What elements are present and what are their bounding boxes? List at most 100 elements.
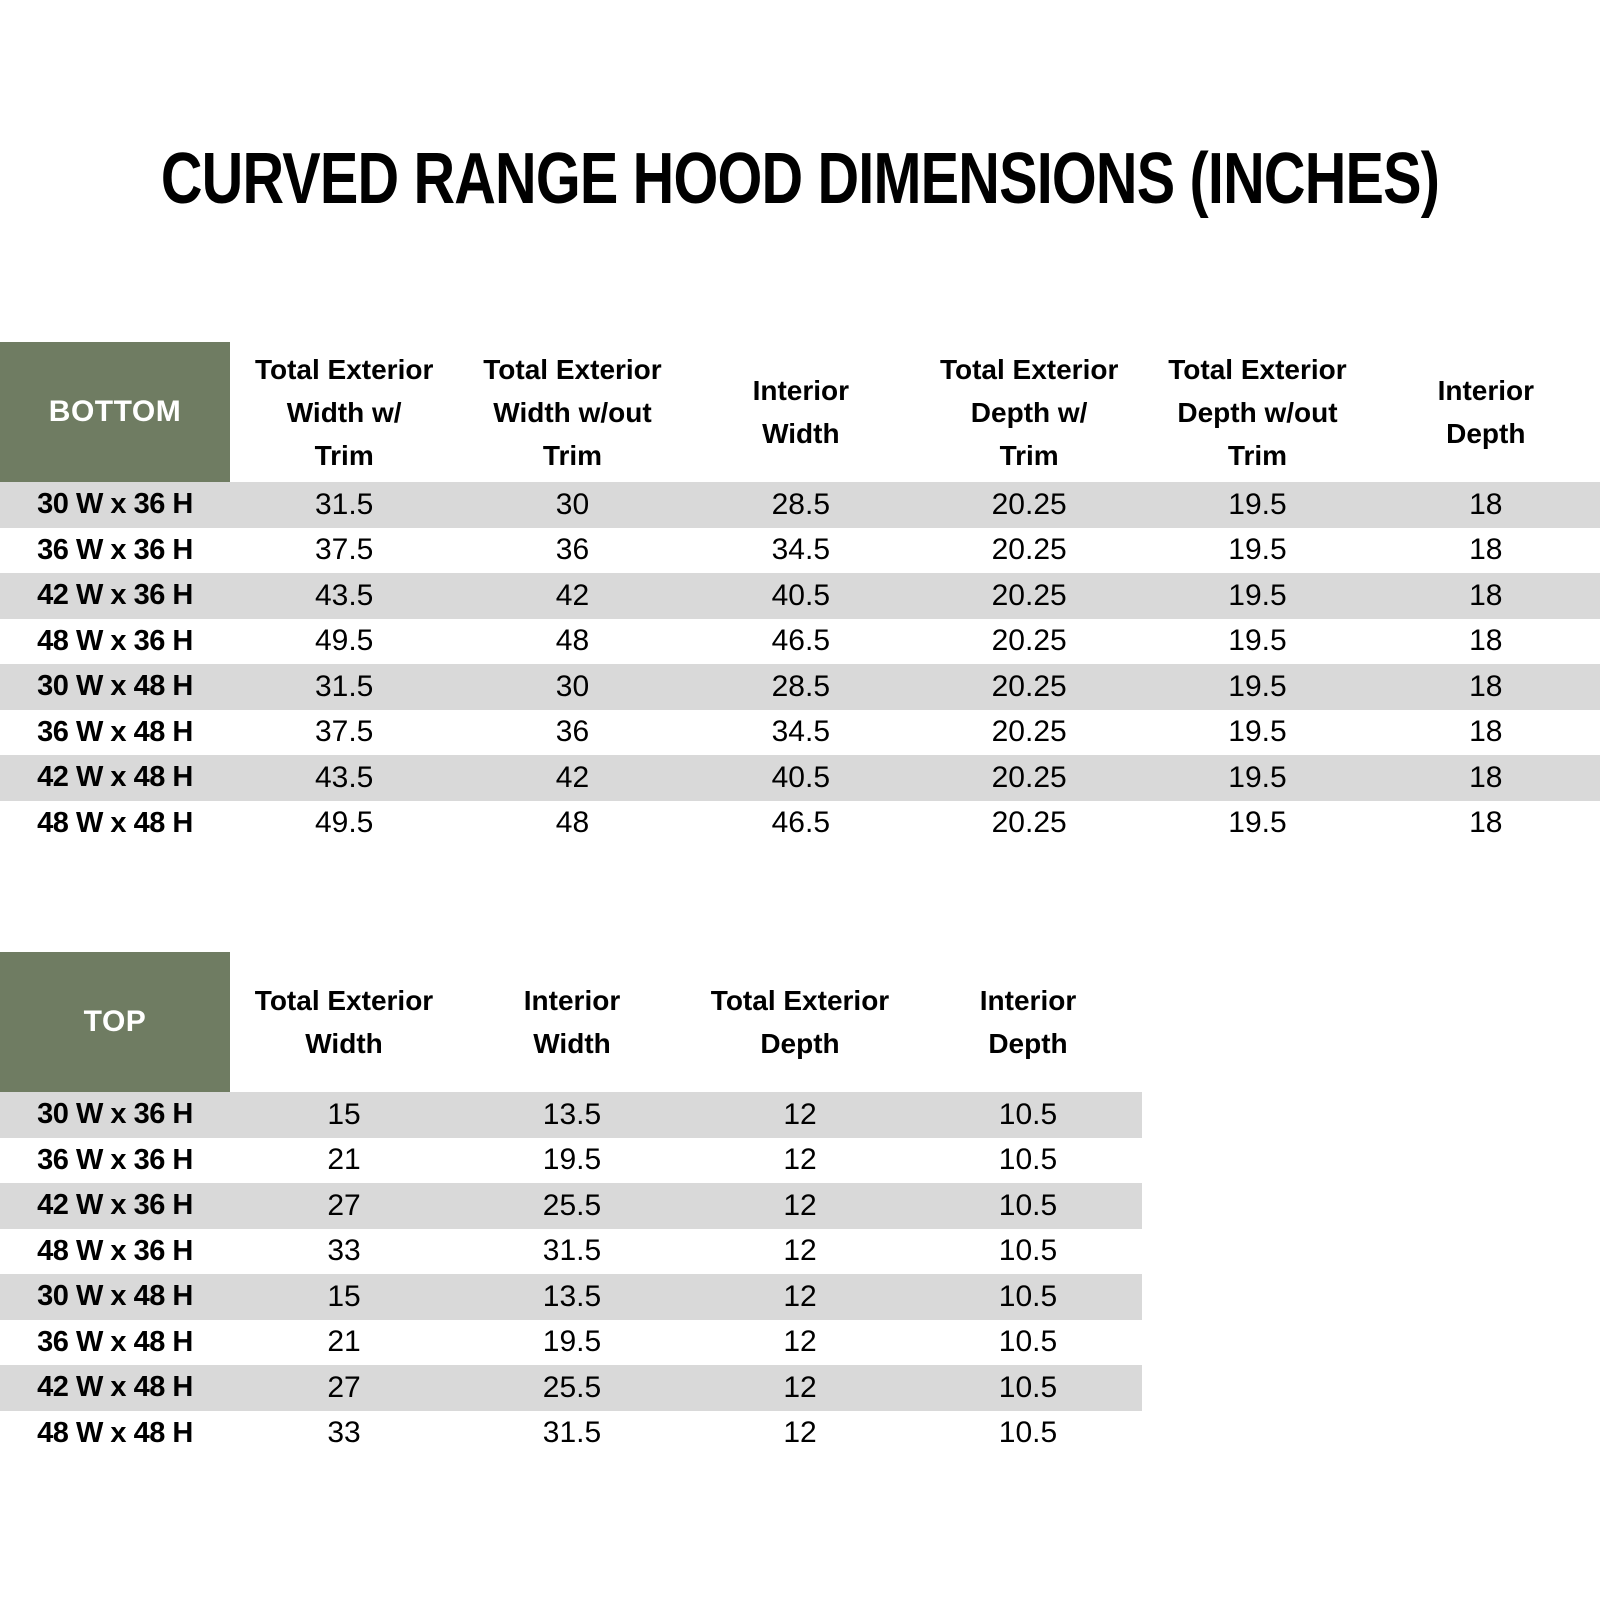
row-cells: 27 25.5 12 10.5 — [230, 1189, 1142, 1223]
cell-value: 33 — [327, 1234, 361, 1268]
cell-value: 13.5 — [542, 1279, 602, 1313]
row-label: 36 W x 48 H — [37, 715, 193, 748]
cell-value: 33 — [327, 1416, 361, 1450]
column-header: Interior Width — [523, 985, 621, 1059]
cell-value: 31.5 — [542, 1416, 602, 1450]
cell-value: 12 — [783, 1188, 817, 1222]
row-label: 42 W x 48 H — [37, 1371, 193, 1404]
table-row: 48 W x 48 H 33 31.5 12 10.5 — [0, 1410, 1142, 1456]
cell-value: 34.5 — [771, 715, 831, 749]
cell-value: 12 — [783, 1279, 817, 1313]
row-label: 30 W x 36 H — [37, 488, 193, 521]
cell-value: 19.5 — [1228, 760, 1287, 794]
cell-value: 43.5 — [314, 578, 374, 612]
row-cells: 37.5 36 34.5 20.25 19.5 18 — [230, 533, 1600, 567]
cell-value: 31.5 — [542, 1234, 602, 1268]
table-row: 42 W x 36 H 27 25.5 12 10.5 — [0, 1183, 1142, 1229]
row-cells: 43.5 42 40.5 20.25 19.5 18 — [230, 579, 1600, 613]
cell-value: 12 — [783, 1143, 817, 1177]
cell-value: 15 — [327, 1097, 361, 1131]
cell-value: 46.5 — [771, 806, 831, 840]
column-header: Total Exterior Width w/ Trim — [254, 353, 434, 471]
column-header: Interior Width — [752, 375, 850, 449]
row-label: 48 W x 36 H — [37, 624, 193, 657]
cell-value: 12 — [783, 1097, 817, 1131]
row-label: 42 W x 48 H — [37, 761, 193, 794]
cell-value: 10.5 — [998, 1234, 1058, 1268]
column-header: Total Exterior Width w/out Trim — [483, 353, 662, 471]
cell-value: 20.25 — [991, 624, 1067, 658]
cell-value: 21 — [327, 1325, 361, 1359]
cell-value: 20.25 — [991, 487, 1067, 521]
cell-value: 20.25 — [991, 578, 1067, 612]
cell-value: 10.5 — [998, 1143, 1058, 1177]
row-cells: 37.5 36 34.5 20.25 19.5 18 — [230, 715, 1600, 749]
cell-value: 12 — [783, 1234, 817, 1268]
cell-value: 10.5 — [998, 1325, 1058, 1359]
cell-value: 27 — [327, 1370, 361, 1404]
row-cells: 31.5 30 28.5 20.25 19.5 18 — [230, 670, 1600, 704]
bottom-table-rows: 30 W x 36 H 31.5 30 28.5 20.25 19.5 18 36 W x… — [0, 482, 1600, 846]
cell-value: 25.5 — [542, 1370, 602, 1404]
table-row: 30 W x 36 H 31.5 30 28.5 20.25 19.5 18 — [0, 482, 1600, 528]
row-cells: 33 31.5 12 10.5 — [230, 1234, 1142, 1268]
cell-value: 30 — [555, 669, 590, 703]
top-table-column-headers: Total Exterior Width Interior Width Total … — [230, 952, 1142, 1092]
cell-value: 18 — [1469, 624, 1503, 658]
top-table-rows: 30 W x 36 H 15 13.5 12 10.5 36 W x 36 H 21 1… — [0, 1092, 1142, 1456]
cell-value: 20.25 — [991, 533, 1067, 567]
cell-value: 18 — [1469, 578, 1503, 612]
cell-value: 48 — [555, 806, 590, 840]
cell-value: 37.5 — [314, 715, 374, 749]
cell-value: 12 — [783, 1325, 817, 1359]
top-table-header-row: TOP Total Exterior Width Interior Width To… — [0, 952, 1142, 1092]
cell-value: 18 — [1469, 669, 1503, 703]
table-row: 36 W x 48 H 21 19.5 12 10.5 — [0, 1319, 1142, 1365]
row-label: 42 W x 36 H — [37, 1189, 193, 1222]
bottom-table-column-headers: Total Exterior Width w/ Trim Total Exteri… — [230, 342, 1600, 482]
row-label: 36 W x 48 H — [37, 1325, 193, 1358]
cell-value: 19.5 — [542, 1143, 602, 1177]
cell-value: 12 — [783, 1370, 817, 1404]
row-label: 48 W x 48 H — [37, 1416, 193, 1449]
cell-value: 30 — [555, 487, 590, 521]
cell-value: 19.5 — [542, 1325, 602, 1359]
row-label: 30 W x 48 H — [37, 1280, 193, 1313]
column-header: Interior Depth — [1437, 375, 1535, 449]
cell-value: 42 — [555, 760, 590, 794]
row-cells: 21 19.5 12 10.5 — [230, 1325, 1142, 1359]
cell-value: 36 — [555, 715, 590, 749]
row-cells: 15 13.5 12 10.5 — [230, 1098, 1142, 1132]
column-header: Interior Depth — [979, 985, 1077, 1059]
cell-value: 13.5 — [542, 1097, 602, 1131]
cell-value: 18 — [1469, 760, 1503, 794]
cell-value: 19.5 — [1228, 715, 1287, 749]
cell-value: 18 — [1469, 487, 1503, 521]
row-label: 48 W x 48 H — [37, 806, 193, 839]
row-label: 30 W x 48 H — [37, 670, 193, 703]
cell-value: 18 — [1469, 533, 1503, 567]
row-cells: 15 13.5 12 10.5 — [230, 1280, 1142, 1314]
cell-value: 10.5 — [998, 1370, 1058, 1404]
cell-value: 10.5 — [998, 1416, 1058, 1450]
bottom-dimensions-table: BOTTOM Total Exterior Width w/ Trim Total… — [0, 342, 1600, 846]
column-header: Total Exterior Depth w/ Trim — [939, 353, 1119, 471]
cell-value: 10.5 — [998, 1097, 1058, 1131]
cell-value: 19.5 — [1228, 624, 1287, 658]
row-label: 36 W x 36 H — [37, 1143, 193, 1176]
cell-value: 20.25 — [991, 806, 1067, 840]
cell-value: 31.5 — [314, 487, 374, 521]
cell-value: 18 — [1469, 715, 1503, 749]
top-table-corner-label: TOP — [0, 952, 230, 1092]
cell-value: 40.5 — [771, 760, 831, 794]
cell-value: 10.5 — [998, 1188, 1058, 1222]
cell-value: 19.5 — [1228, 578, 1287, 612]
table-row: 42 W x 48 H 27 25.5 12 10.5 — [0, 1365, 1142, 1411]
row-cells: 27 25.5 12 10.5 — [230, 1371, 1142, 1405]
row-label: 36 W x 36 H — [37, 533, 193, 566]
cell-value: 49.5 — [314, 806, 374, 840]
table-row: 48 W x 48 H 49.5 48 46.5 20.25 19.5 18 — [0, 800, 1600, 846]
cell-value: 15 — [327, 1279, 361, 1313]
cell-value: 42 — [555, 578, 590, 612]
page-title: CURVED RANGE HOOD DIMENSIONS (INCHES) — [160, 139, 1440, 219]
